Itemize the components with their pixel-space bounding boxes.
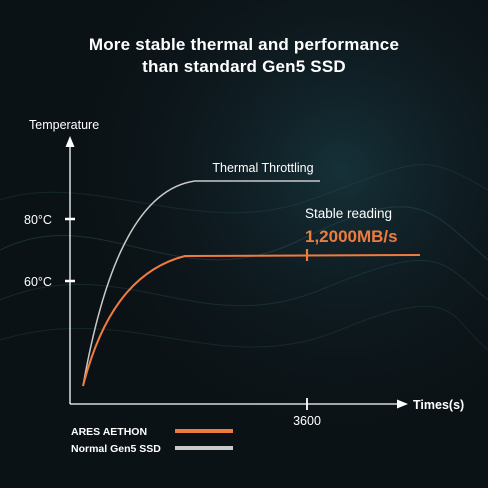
y-tick-label-60: 60°C: [24, 275, 52, 289]
stable-reading-label: Stable reading: [305, 206, 392, 221]
legend-swatch-normal: [175, 446, 233, 450]
x-axis-label: Times(s): [413, 398, 464, 412]
title-line-2: than standard Gen5 SSD: [142, 57, 346, 76]
y-axis-arrow: [65, 136, 75, 147]
title-line-1: More stable thermal and performance: [88, 35, 400, 54]
page-title: More stable thermal and performance than…: [0, 34, 488, 78]
y-axis-label: Temperature: [29, 118, 99, 132]
stable-reading-value: 1,2000MB/s: [305, 227, 398, 246]
legend-swatch-ares: [175, 429, 233, 433]
x-axis-arrow: [397, 399, 408, 409]
legend-label-ares: ARES AETHON: [71, 426, 147, 438]
series-line-normal-gen5: [82, 180, 320, 387]
legend-label-normal: Normal Gen5 SSD: [71, 443, 161, 455]
series-line-ares-aethon: [82, 254, 421, 387]
x-tick-label-3600: 3600: [293, 414, 321, 428]
thermal-throttling-label: Thermal Throttling: [212, 161, 313, 175]
y-tick-label-80: 80°C: [24, 213, 52, 227]
